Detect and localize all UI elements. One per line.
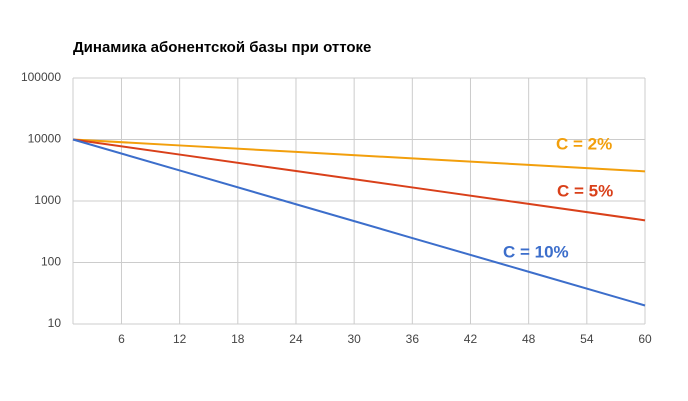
y-tick-label: 1000 bbox=[34, 193, 61, 207]
x-tick-label: 18 bbox=[231, 332, 245, 346]
x-tick-label: 30 bbox=[347, 332, 361, 346]
y-tick-label: 10 bbox=[48, 316, 62, 330]
x-tick-label: 12 bbox=[173, 332, 187, 346]
x-tick-label: 36 bbox=[406, 332, 420, 346]
series-label: C = 10% bbox=[503, 242, 569, 261]
x-tick-label: 6 bbox=[118, 332, 125, 346]
x-tick-label: 54 bbox=[580, 332, 594, 346]
y-tick-label: 100000 bbox=[21, 70, 61, 84]
chart-title: Динамика абонентской базы при оттоке bbox=[73, 39, 371, 56]
y-tick-label: 100 bbox=[41, 255, 61, 269]
series-label: C = 2% bbox=[556, 134, 612, 153]
line-series bbox=[72, 138, 646, 307]
line-series bbox=[72, 138, 646, 222]
x-tick-label: 42 bbox=[464, 332, 478, 346]
x-tick-label: 60 bbox=[638, 332, 652, 346]
series-label: C = 5% bbox=[557, 181, 613, 200]
x-tick-label: 24 bbox=[289, 332, 303, 346]
line-series bbox=[72, 138, 646, 173]
x-tick-label: 48 bbox=[522, 332, 536, 346]
y-tick-label: 10000 bbox=[28, 132, 62, 146]
